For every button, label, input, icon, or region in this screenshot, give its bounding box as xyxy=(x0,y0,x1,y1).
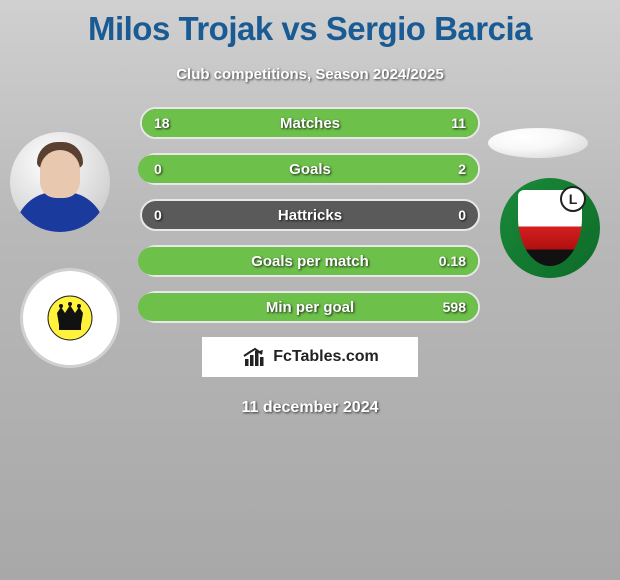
stat-label: Hattricks xyxy=(140,199,480,231)
chart-icon xyxy=(241,346,267,368)
stat-row: 598Min per goal xyxy=(140,291,480,323)
date-text: 11 december 2024 xyxy=(0,399,620,417)
stat-row: 0.18Goals per match xyxy=(140,245,480,277)
stats-container: 1811Matches 02Goals 00Hattricks 0.18Goals p… xyxy=(0,107,620,323)
stat-row: 1811Matches xyxy=(140,107,480,139)
stat-label: Goals per match xyxy=(140,245,480,277)
stat-label: Goals xyxy=(140,153,480,185)
subtitle: Club competitions, Season 2024/2025 xyxy=(0,66,620,83)
stat-label: Matches xyxy=(140,107,480,139)
brand-badge: FcTables.com xyxy=(202,337,418,377)
stat-row: 00Hattricks xyxy=(140,199,480,231)
page-title: Milos Trojak vs Sergio Barcia xyxy=(0,0,620,48)
stat-label: Min per goal xyxy=(140,291,480,323)
stat-row: 02Goals xyxy=(140,153,480,185)
brand-text: FcTables.com xyxy=(273,348,379,366)
